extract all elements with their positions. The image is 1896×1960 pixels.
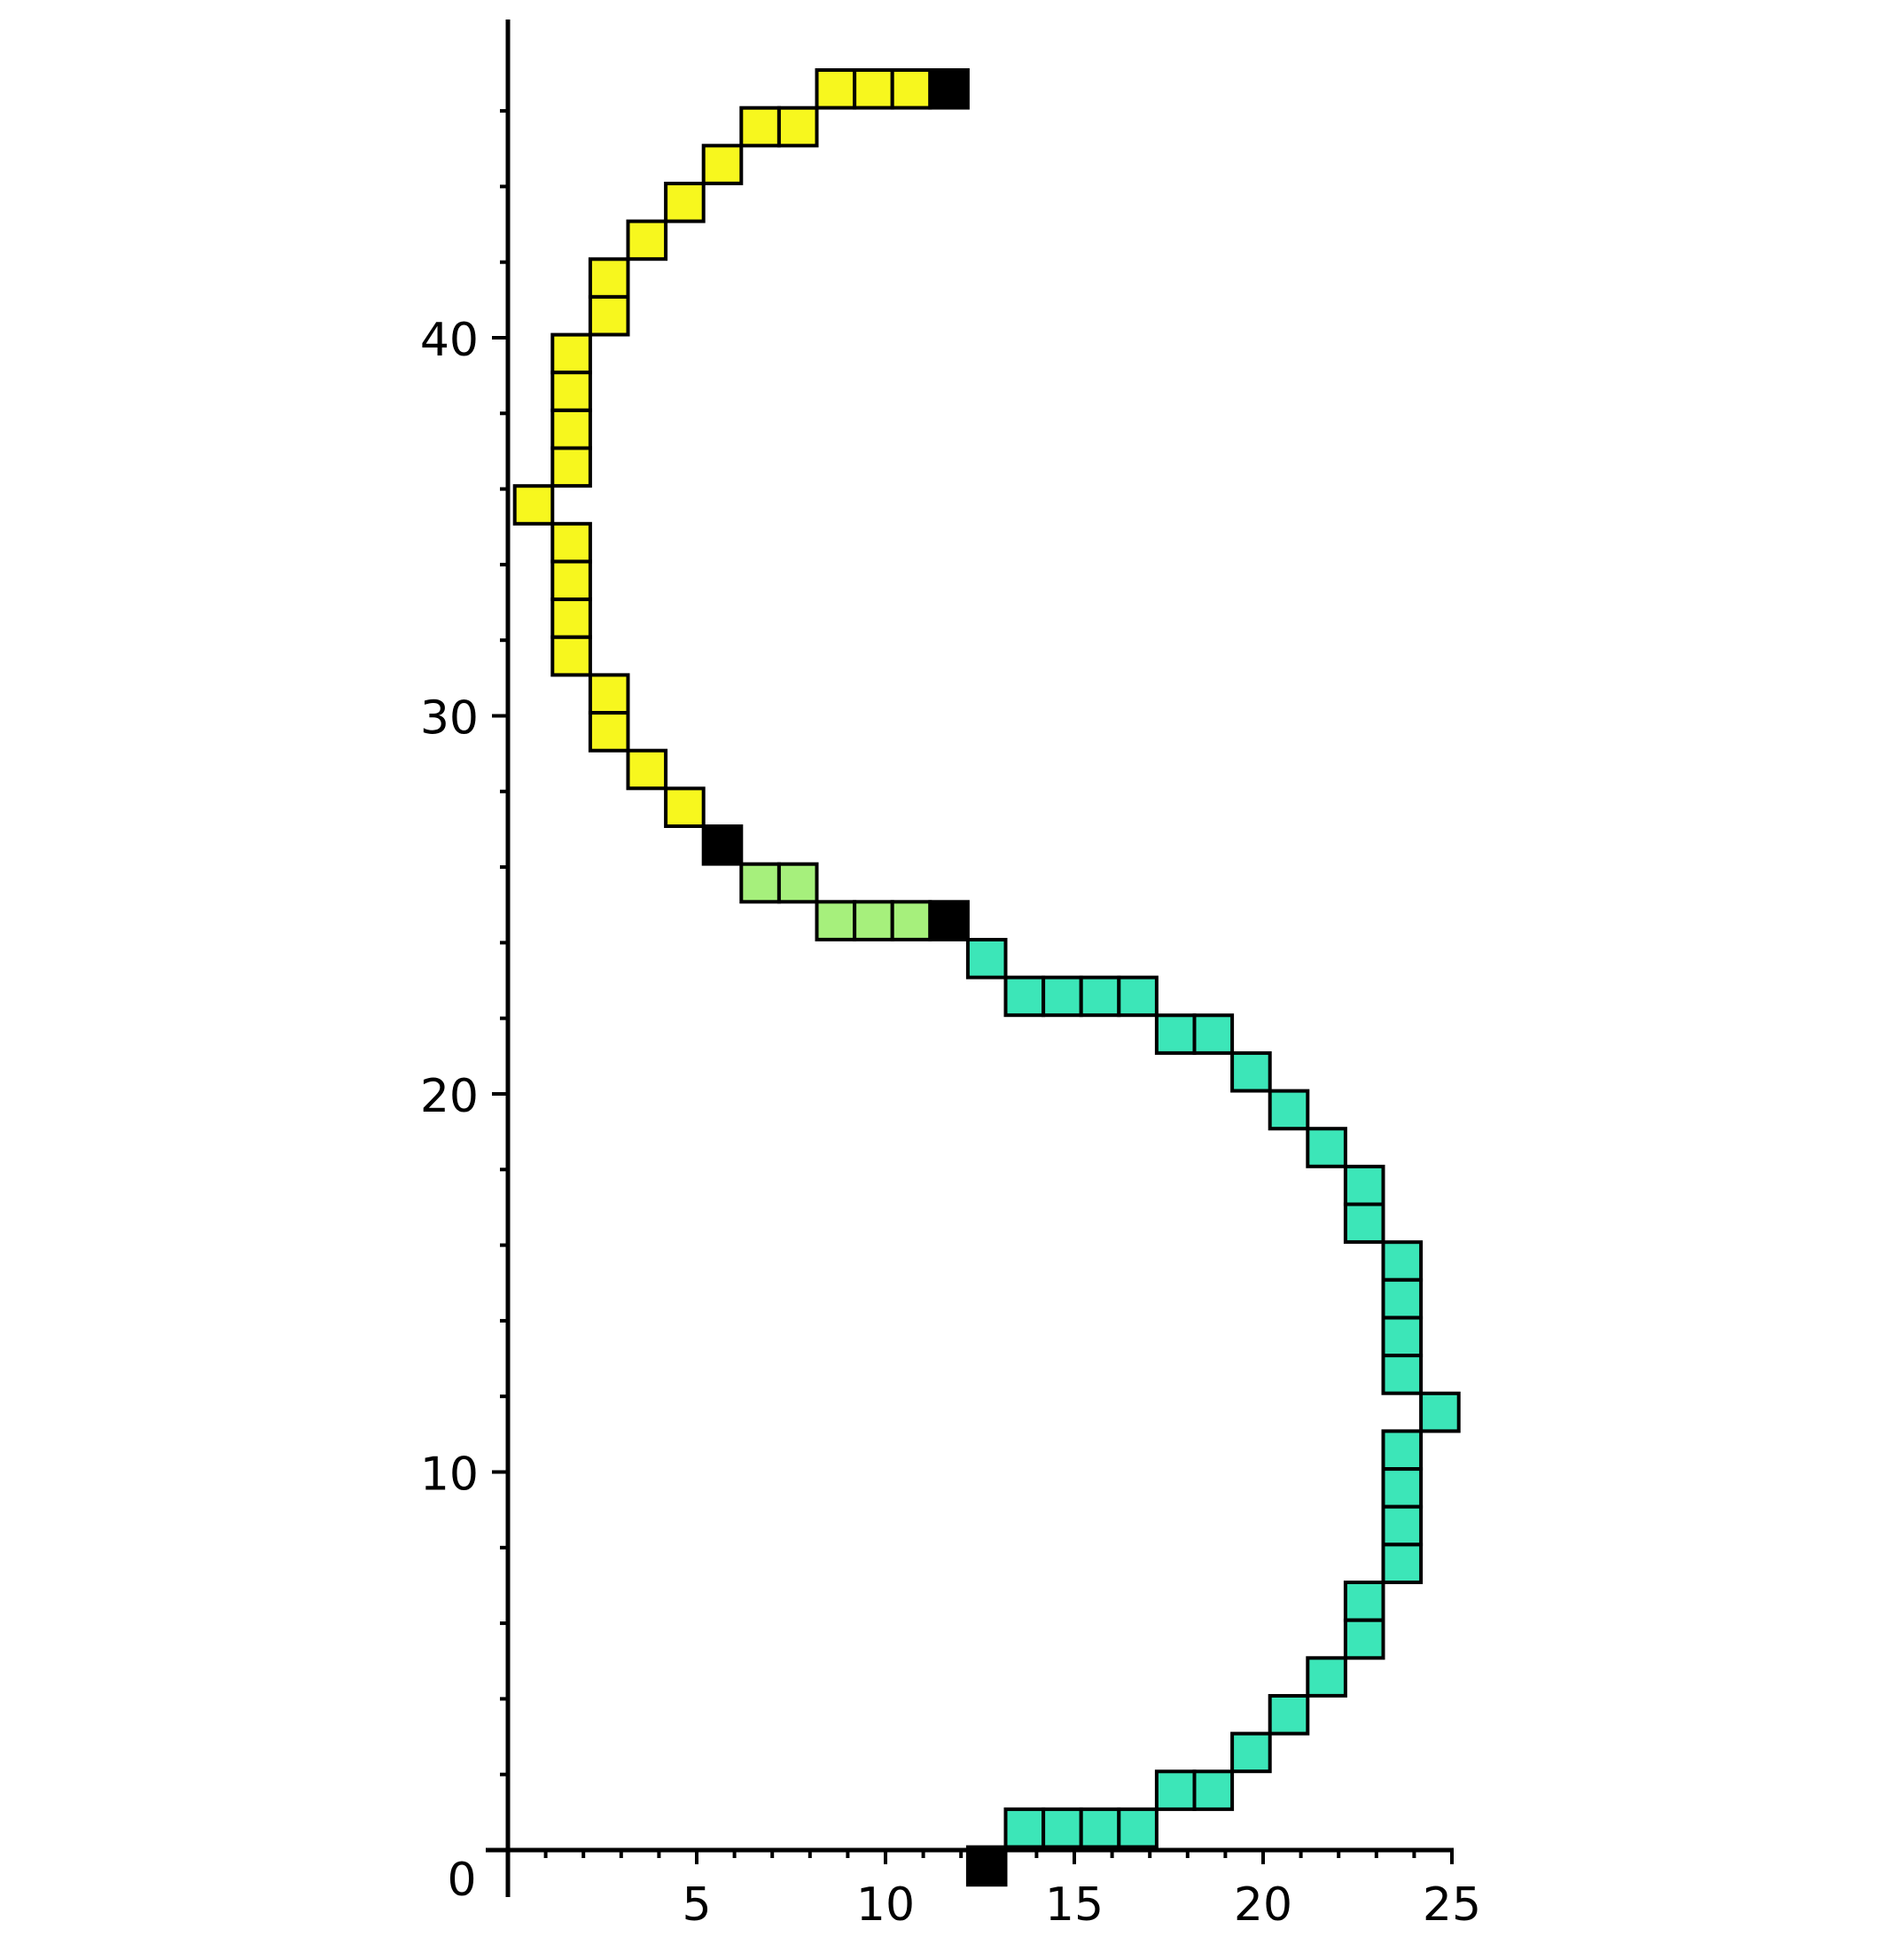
origin-label: 0 [447,1854,476,1907]
step-cell [1381,1316,1424,1358]
step-cell [928,68,970,110]
step-cell [701,824,744,866]
step-cell [1306,1656,1347,1698]
step-cell [550,332,592,375]
step-cell [1381,1467,1424,1509]
step-cell [1042,975,1083,1018]
y-tick-label: 30 [420,692,479,746]
step-cell [512,484,555,526]
step-cell [1381,1542,1424,1585]
step-cell [550,446,592,488]
ticks-layer [492,109,1454,1864]
step-cell [1268,1694,1310,1736]
step-cell [550,635,592,677]
y-tick-label: 40 [420,314,479,367]
step-cell [890,68,932,110]
step-cell [1343,1164,1385,1206]
step-cell [1306,1127,1347,1168]
step-cell [1381,1240,1424,1282]
step-cell [1381,1504,1424,1547]
cells-layer [512,68,1461,1887]
step-cell [701,144,744,185]
tick-labels-layer: 5 10 15 20 25 10 20 30 40 0 [420,314,1481,1932]
x-tick-label: 20 [1234,1878,1292,1932]
step-cell [664,182,706,223]
step-cell [550,559,592,602]
step-cell [1117,975,1159,1018]
step-cell [739,105,781,148]
step-cell [853,68,894,110]
step-cell [550,371,592,412]
step-cell [588,711,630,753]
step-cell [588,673,630,715]
step-cell [1117,1807,1159,1849]
y-tick-label: 10 [420,1449,479,1502]
y-tick-label: 20 [420,1070,479,1123]
step-cell [815,900,857,941]
step-cell [928,900,970,941]
step-cell [588,257,630,299]
step-cell [550,597,592,639]
step-cell [1381,1429,1424,1472]
step-cell [1343,1581,1385,1622]
step-cell [965,938,1008,980]
step-cell [1381,1354,1424,1395]
step-cell [1268,1089,1310,1131]
step-cell [664,786,706,829]
x-tick-label: 15 [1045,1878,1104,1932]
step-cell [626,219,668,262]
step-cell [853,900,894,941]
step-cell [815,68,857,110]
step-cell [1230,1050,1272,1093]
step-cell [1192,1769,1235,1811]
step-cell [588,294,630,337]
step-cell [1079,1807,1121,1849]
step-cell [890,900,932,941]
step-cell [1381,1277,1424,1320]
step-cell [739,862,781,904]
step-cell [776,862,819,904]
step-cell [1154,1769,1197,1811]
step-cell [1154,1013,1197,1055]
step-cell [1343,1202,1385,1245]
step-cell [1003,1807,1046,1849]
step-cell [1419,1391,1461,1433]
step-cell [550,408,592,450]
x-tick-label: 25 [1423,1878,1481,1932]
step-cell [1042,1807,1083,1849]
x-tick-label: 10 [856,1878,915,1932]
step-cell [550,521,592,564]
step-cell [1079,975,1121,1018]
step-cell [626,748,668,791]
step-cell [1003,975,1046,1018]
step-cell [1343,1618,1385,1660]
x-tick-label: 5 [682,1878,711,1932]
step-cell [776,105,819,148]
step-cell [1192,1013,1235,1055]
axes-layer [486,20,1454,1897]
step-cell [1230,1731,1272,1774]
